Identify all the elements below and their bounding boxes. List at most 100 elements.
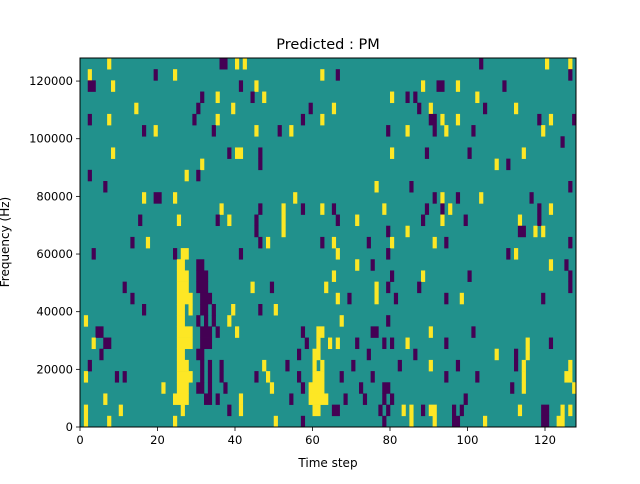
heatmap-cell — [409, 181, 414, 193]
heatmap-cell — [331, 203, 337, 215]
heatmap-cell — [517, 214, 523, 227]
heatmap-cell — [483, 415, 488, 428]
heatmap-cell — [204, 393, 213, 405]
heatmap-cell — [359, 382, 364, 394]
heatmap-cell — [444, 125, 449, 137]
heatmap-cell — [173, 393, 189, 405]
x-tick-label: 20 — [150, 433, 165, 447]
chart-title: Predicted : PM — [276, 37, 379, 53]
heatmap-cell — [281, 225, 286, 238]
heatmap-cell — [452, 404, 457, 417]
heatmap-cell — [200, 326, 213, 338]
heatmap-cell — [227, 404, 232, 417]
heatmap-cell — [521, 147, 526, 159]
heatmap-cell — [417, 281, 422, 294]
heatmap-cell — [308, 102, 313, 115]
heatmap-cell — [200, 359, 205, 372]
heatmap-cell — [176, 259, 185, 271]
heatmap-cell — [300, 382, 306, 394]
heatmap-cell — [541, 415, 550, 428]
heatmap-cell — [521, 371, 526, 383]
heatmap-cell — [568, 270, 573, 282]
heatmap-cell — [285, 359, 290, 372]
heatmap-cell — [176, 315, 185, 327]
heatmap-cell — [390, 236, 395, 249]
heatmap-cell — [355, 214, 360, 227]
heatmap-cell — [215, 326, 220, 338]
heatmap-cell — [428, 359, 433, 372]
heatmap-cell — [320, 69, 325, 81]
x-tick-label: 100 — [457, 433, 479, 447]
heatmap-cell — [308, 382, 325, 394]
heatmap-cell — [103, 393, 108, 405]
heatmap-cell — [548, 203, 554, 215]
heatmap-cell — [506, 248, 511, 260]
heatmap-cell — [269, 382, 275, 394]
heatmap-cell — [455, 113, 461, 126]
heatmap-cell — [432, 125, 437, 137]
heatmap-cell — [463, 214, 468, 227]
heatmap-cell — [122, 371, 127, 383]
y-tick-label: 0 — [66, 420, 73, 434]
heatmap-cell — [316, 326, 325, 338]
heatmap-cell — [134, 102, 139, 115]
heatmap-cell — [258, 236, 263, 249]
heatmap-cell — [510, 382, 515, 394]
heatmap-cell — [366, 348, 371, 361]
heatmap-cell — [111, 147, 116, 159]
heatmap-cell — [463, 393, 468, 405]
heatmap-cell — [176, 214, 182, 227]
heatmap-cell — [200, 158, 205, 171]
heatmap-cell — [316, 337, 321, 350]
heatmap-cell — [335, 248, 340, 260]
y-tick-label: 120000 — [29, 74, 73, 88]
heatmap-cell — [223, 382, 228, 394]
heatmap-cell — [176, 326, 193, 338]
heatmap-cell — [514, 248, 519, 260]
heatmap-cell — [231, 102, 236, 115]
heatmap-cell — [266, 236, 271, 249]
heatmap-cell — [173, 415, 178, 428]
heatmap-cell — [572, 113, 577, 126]
heatmap-cell — [297, 371, 302, 383]
heatmap-cell — [525, 348, 530, 361]
heatmap-cell — [142, 304, 147, 316]
heatmap-cell — [176, 382, 189, 394]
heatmap-cell — [83, 315, 89, 327]
heatmap-cell — [153, 125, 158, 137]
heatmap-cell — [467, 270, 472, 282]
heatmap-cell — [541, 225, 546, 238]
heatmap-cell — [568, 404, 573, 417]
heatmap-cell — [269, 281, 275, 294]
heatmap-cell — [432, 192, 437, 204]
heatmap-cell — [548, 113, 554, 126]
x-axis-label: Time step — [297, 456, 357, 470]
heatmap-cell — [455, 359, 461, 372]
heatmap-cell — [370, 371, 375, 383]
heatmap-cell — [564, 371, 573, 383]
heatmap-cell — [448, 203, 453, 215]
heatmap-cell — [200, 304, 209, 316]
heatmap-cell — [192, 113, 197, 126]
heatmap-cell — [219, 371, 224, 383]
heatmap-cell — [176, 359, 189, 372]
heatmap-cell — [517, 225, 526, 238]
heatmap-cell — [91, 337, 96, 350]
heatmap-cell — [440, 203, 445, 215]
heatmap-cell — [87, 169, 92, 182]
heatmap-cell — [428, 404, 437, 417]
heatmap-cell — [432, 415, 437, 428]
y-tick-label: 40000 — [36, 305, 73, 319]
heatmap-cell — [293, 192, 298, 204]
heatmap-cell — [351, 359, 356, 372]
heatmap-cell — [533, 225, 538, 238]
heatmap-cell — [568, 281, 573, 294]
heatmap-cell — [444, 337, 449, 350]
heatmap-cell — [506, 158, 511, 171]
heatmap-cell — [440, 113, 445, 126]
heatmap-cell — [219, 359, 224, 372]
heatmap-cell — [475, 91, 480, 104]
heatmap-cell — [382, 415, 387, 428]
heatmap-cell — [231, 304, 236, 316]
heatmap-cell — [382, 337, 387, 350]
